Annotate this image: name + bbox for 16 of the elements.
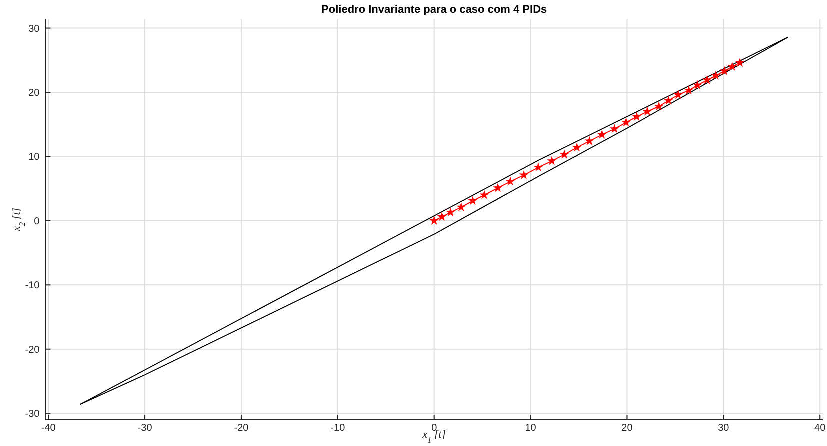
y-tick-label: -30: [25, 409, 40, 420]
y-tick-label: -10: [25, 280, 40, 292]
x-tick-label: -40: [41, 423, 56, 434]
x-tick-label: -20: [234, 423, 250, 434]
x-tick-label: 40: [814, 423, 826, 434]
x-tick-label: 30: [718, 423, 730, 434]
y-tick-label: 0: [34, 216, 40, 228]
y-tick-label: 30: [28, 24, 40, 35]
x-tick-label: -30: [138, 423, 153, 434]
x-tick-label: 10: [525, 423, 537, 434]
y-tick-label: -20: [25, 344, 40, 356]
chart-title: Poliedro Invariante para o caso com 4 PIDs: [322, 4, 548, 16]
x-tick-label: -10: [330, 423, 346, 434]
x-tick-label: 20: [622, 423, 634, 434]
y-tick-label: 20: [28, 88, 40, 100]
y-tick-label: 10: [28, 152, 40, 164]
